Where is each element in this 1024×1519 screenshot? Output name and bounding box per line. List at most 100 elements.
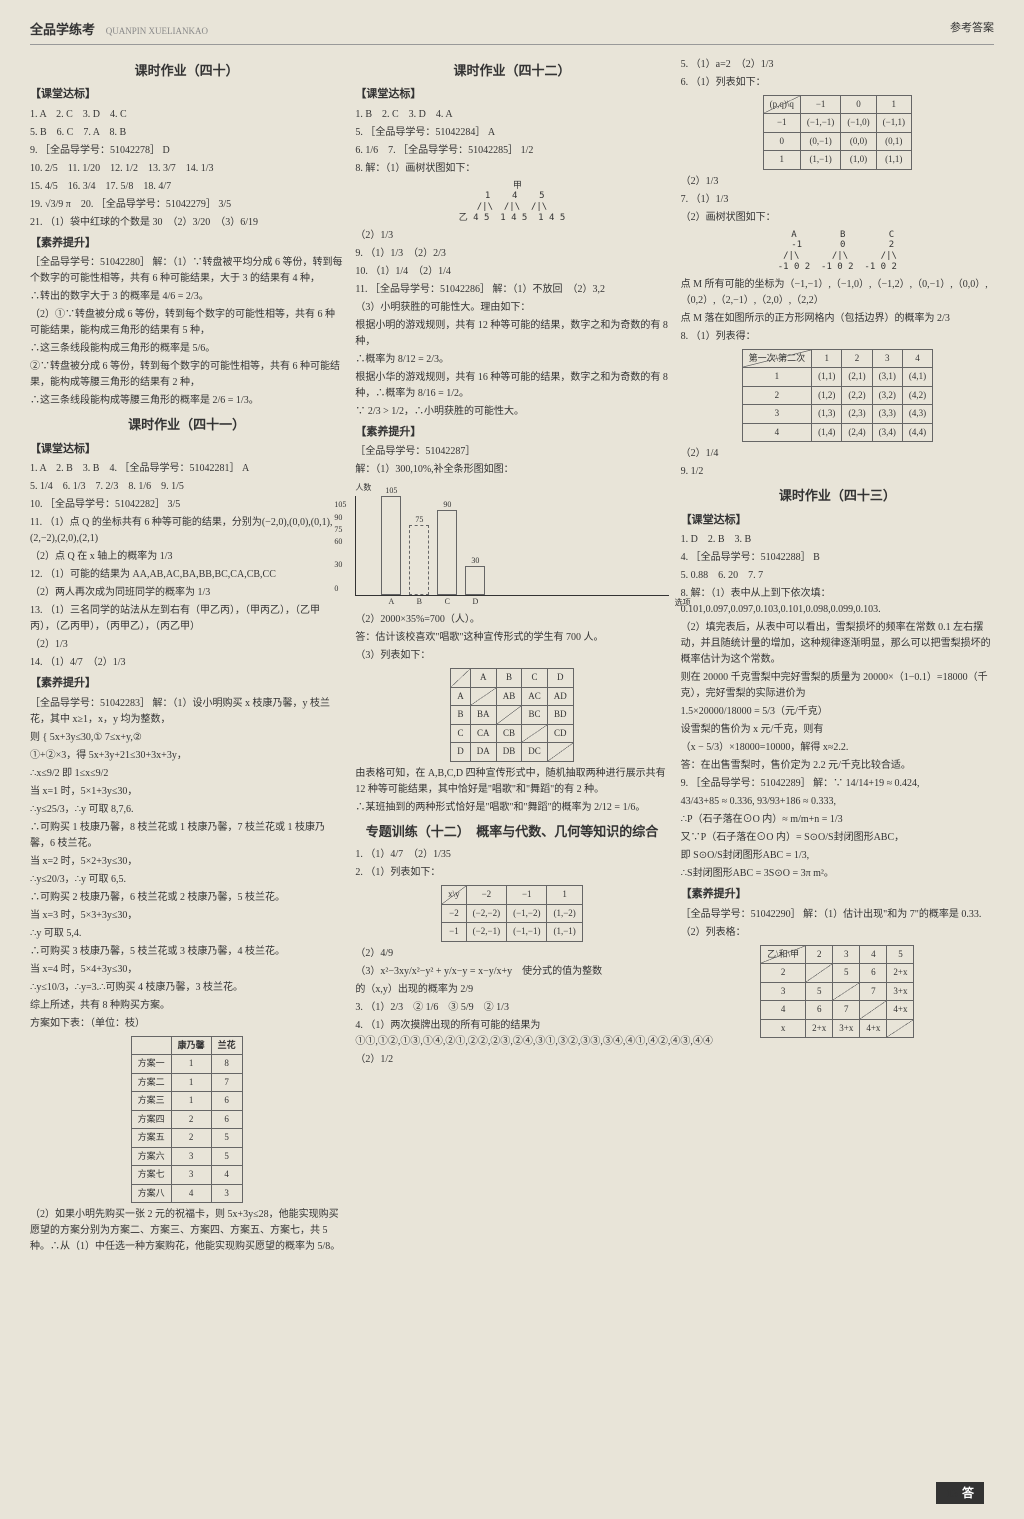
ketang-label: 【课堂达标】	[681, 512, 994, 529]
table-row: 方案八43	[131, 1184, 242, 1203]
answer-line: ∴这三条线段能构成三角形的概率是 5/6。	[30, 341, 343, 357]
answer-line: （2）1/3	[681, 174, 994, 190]
column-2: 课时作业（四十二） 【课堂达标】 1. B 2. C 3. D 4. A 5. …	[355, 55, 668, 1258]
answer-line: ［全品导学号：51042280］ 解：（1）∵转盘被平均分成 6 等份，转到每个…	[30, 255, 343, 287]
table-row: 0(0,−1)(0,0)(0,1)	[763, 132, 911, 151]
ketang-label: 【课堂达标】	[30, 441, 343, 458]
answer-line: （2）列表格：	[681, 925, 994, 941]
answer-line: 9. （1）1/3 （2）2/3	[355, 246, 668, 262]
section-41-title: 课时作业（四十一）	[30, 415, 343, 435]
table-row: 方案四26	[131, 1110, 242, 1129]
answer-line: 10. 2/5 11. 1/20 12. 1/2 13. 3/7 14. 1/3	[30, 161, 343, 177]
table-row: CCACBCD	[451, 724, 574, 743]
bar-chart-body: 105 90 75 60 30 0 105A 75B 90C 30D 选项	[355, 496, 668, 596]
answer-line: （2）1/2	[355, 1052, 668, 1068]
answer-line: 8. 解：（1）画树状图如下：	[355, 161, 668, 177]
answer-line: （2）两人再次成为同班同学的概率为 1/3	[30, 585, 343, 601]
answer-line: ①+②×3，得 5x+3y+21≤30+3x+3y，	[30, 748, 343, 764]
table-row: 3(1,3)(2,3)(3,3)(4,3)	[742, 405, 933, 424]
answer-line: 5. （1）a=2 （2）1/3	[681, 57, 994, 73]
answer-line: 1. A 2. C 3. D 4. C	[30, 107, 343, 123]
answer-line: 点 M 落在如图所示的正方形网格内（包括边界）的概率为 2/3	[681, 311, 994, 327]
answer-line: ∴某班抽到的两种形式恰好是"唱歌"和"舞蹈"的概率为 2/12 = 1/6。	[355, 800, 668, 816]
answer-line: 12. （1）可能的结果为 AA,AB,AC,BA,BB,BC,CA,CB,CC	[30, 567, 343, 583]
table-row: AABACAD	[451, 687, 574, 706]
table-row: x2+x3+x4+x	[761, 1019, 914, 1038]
answer-line: 当 x=3 时，5×3+3y≤30，	[30, 908, 343, 924]
answer-line: 9. 1/2	[681, 464, 994, 480]
answer-line: 当 x=1 时，5×1+3y≤30，	[30, 784, 343, 800]
y-tick: 90	[334, 512, 342, 524]
suyang-label: 【素养提升】	[30, 235, 343, 252]
answer-line: ②∵转盘被分成 6 等份，转到每个数字的可能性相等，共有 6 种可能结果，能构成…	[30, 359, 343, 391]
answer-line: 8. （1）列表得：	[681, 329, 994, 345]
answer-line: ∴可购买 1 枝康乃馨，8 枝兰花或 1 枝康乃馨，7 枝兰花或 1 枝康乃馨，…	[30, 820, 343, 852]
answer-line: 根据小华的游戏规则，共有 16 种等可能的结果，数字之和为奇数的有 8 种，∴概…	[355, 370, 668, 402]
answer-line: （3）小明获胜的可能性大。理由如下：	[355, 300, 668, 316]
answer-line: 9. ［全品导学号：51042289］ 解：∵ 14/14+19 ≈ 0.424…	[681, 776, 994, 792]
answer-line: （3）列表如下：	[355, 648, 668, 664]
table-header	[131, 1036, 171, 1055]
bar-c: 90C	[437, 510, 457, 595]
table-row: 方案七34	[131, 1166, 242, 1185]
bar-b: 75B	[409, 525, 429, 595]
answer-line: ∵ 2/3 > 1/2，∴小明获胜的可能性大。	[355, 404, 668, 420]
answer-line: 则 { 5x+3y≤30,① 7≤x+y,②	[30, 730, 343, 746]
suyang-label: 【素养提升】	[30, 675, 343, 692]
answer-line: （2）点 Q 在 x 轴上的概率为 1/3	[30, 549, 343, 565]
answer-line: （2）1/4	[681, 446, 994, 462]
answer-line: 点 M 所有可能的坐标为（−1,−1）,（−1,0）,（−1,2）,（0,−1）…	[681, 277, 994, 309]
answer-line: ［全品导学号：51042290］ 解：（1）估计出现"和为 7"的概率是 0.3…	[681, 907, 994, 923]
answer-line: 5. ［全品导学号：51042284］ A	[355, 125, 668, 141]
answer-line: 则在 20000 千克雪梨中完好雪梨的质量为 20000×（1−0.1）=180…	[681, 670, 994, 702]
answer-line: 11. ［全品导学号：51042286］ 解：（1）不放回 （2）3,2	[355, 282, 668, 298]
answer-line: ∴y 可取 5,4.	[30, 926, 343, 942]
answer-line: （2）2000×35%=700（人）。	[355, 612, 668, 628]
answer-line: 11. （1）点 Q 的坐标共有 6 种等可能的结果，分别为(−2,0),(0,…	[30, 515, 343, 547]
table-header: 兰花	[211, 1036, 242, 1055]
table-row: 方案一18	[131, 1055, 242, 1074]
answer-line: 14. （1）4/7 （2）1/3	[30, 655, 343, 671]
answer-line: ∴可购买 2 枝康乃馨，6 枝兰花或 2 枝康乃馨，5 枝兰花。	[30, 890, 343, 906]
answer-line: 当 x=2 时，5×2+3y≤30，	[30, 854, 343, 870]
answer-line: 设雪梨的售价为 x 元/千克，则有	[681, 722, 994, 738]
page-number: 13	[946, 1486, 958, 1500]
answer-line: ∴x≤9/2 即 1≤x≤9/2	[30, 766, 343, 782]
answer-line: ∴转出的数字大于 3 的概率是 4/6 = 2/3。	[30, 289, 343, 305]
answer-line: 的（x,y）出现的概率为 2/9	[355, 982, 668, 998]
answer-line: 8. 解：（1）表中从上到下依次填：0.101,0.097,0.097,0.10…	[681, 586, 994, 618]
answer-line: （2）如果小明先购买一张 2 元的祝福卡，则 5x+3y≤28，他能实现购买愿望…	[30, 1207, 343, 1255]
answer-line: 方案如下表：（单位：枝）	[30, 1016, 343, 1032]
table-row: BBABCBD	[451, 706, 574, 725]
answer-line: ［全品导学号：51042283］ 解：（1）设小明购买 x 枝康乃馨，y 枝兰花…	[30, 696, 343, 728]
bar-a: 105A	[381, 496, 401, 595]
scheme-table: 康乃馨兰花 方案一18 方案二17 方案三16 方案四26 方案五25 方案六3…	[131, 1036, 243, 1204]
answer-line: （3）x²−3xy/x²−y² + y/x−y = x−y/x+y 使分式的值为…	[355, 964, 668, 980]
table-row: 4674+x	[761, 1001, 914, 1020]
answer-line: 1. B 2. C 3. D 4. A	[355, 107, 668, 123]
answer-line: 由表格可知，在 A,B,C,D 四种宣传形式中，随机抽取两种进行展示共有 12 …	[355, 766, 668, 798]
page-header: 全品学练考 QUANPIN XUELIANKAO 参考答案	[30, 20, 994, 45]
y-tick: 105	[334, 499, 346, 511]
answer-line: 13. （1）三名同学的站法从左到右有（甲乙丙），（甲丙乙），（乙甲丙），（乙丙…	[30, 603, 343, 635]
answer-line: 7. （1）1/3	[681, 192, 994, 208]
table-row: 2(1,2)(2,2)(3,2)(4,2)	[742, 386, 933, 405]
answer-line: 10. （1）1/4 （2）1/4	[355, 264, 668, 280]
table-row: 方案六35	[131, 1147, 242, 1166]
answer-line: 答：估计该校喜欢"唱歌"这种宣传形式的学生有 700 人。	[355, 630, 668, 646]
answer-line: 15. 4/5 16. 3/4 17. 5/8 18. 4/7	[30, 179, 343, 195]
answer-line: 1.5×20000/18000 = 5/3（元/千克）	[681, 704, 994, 720]
answer-line: 即 S⊙O/S封闭图形ABC = 1/3,	[681, 848, 994, 864]
answer-line: （2）画树状图如下：	[681, 210, 994, 226]
y-tick: 0	[334, 583, 338, 595]
suyang-label: 【素养提升】	[681, 886, 994, 903]
answer-line: 6. （1）列表如下：	[681, 75, 994, 91]
answer-line: ［全品导学号：51042287］	[355, 444, 668, 460]
answer-line: 1. D 2. B 3. B	[681, 532, 994, 548]
answer-line: 1. A 2. B 3. B 4. ［全品导学号：51042281］ A	[30, 461, 343, 477]
answer-line: （2）4/9	[355, 946, 668, 962]
table-row: 3573+x	[761, 982, 914, 1001]
sum-table: 乙\和\甲2345 2562+x 3573+x 4674+x x2+x3+x4+…	[760, 945, 914, 1039]
answer-line: ∴y≤20/3，∴y 可取 6,5.	[30, 872, 343, 888]
table-row: 方案五25	[131, 1129, 242, 1148]
